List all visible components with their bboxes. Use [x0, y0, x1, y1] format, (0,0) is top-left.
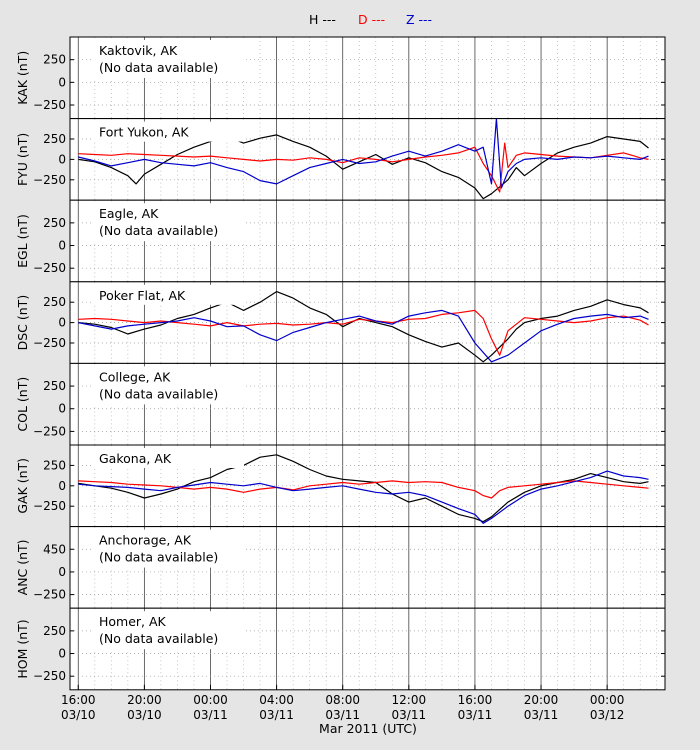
- station-label-box: [94, 448, 244, 468]
- y-tick-label: 0: [58, 479, 66, 493]
- series-h: [78, 291, 649, 363]
- panel-kak: 250 0 −250 Kaktovik, AK (No data available) K…: [15, 36, 666, 120]
- x-tick-date: 03/12: [590, 708, 625, 722]
- y-axis-label: EGL (nT): [15, 214, 30, 268]
- panel-fyu: 250 0 −250 Fort Yukon, AK FYU (nT): [15, 118, 666, 201]
- panel-anc: 450 0 −250 Anchorage, AK (No data available)…: [15, 526, 666, 609]
- y-tick-label: 250: [43, 53, 66, 67]
- station-name: Eagle, AK: [99, 206, 159, 221]
- station-note: (No data available): [99, 386, 218, 401]
- station-name: Homer, AK: [99, 614, 167, 629]
- x-tick-date: 03/10: [61, 708, 96, 722]
- y-axis-label: DSC (nT): [15, 295, 30, 351]
- x-tick-date: 03/11: [325, 708, 360, 722]
- station-name: Kaktovik, AK: [99, 43, 178, 58]
- station-note: (No data available): [99, 631, 218, 646]
- y-tick-label: 250: [43, 216, 66, 230]
- series-d: [78, 480, 649, 499]
- x-tick-date: 03/11: [193, 708, 228, 722]
- y-tick-label: −250: [33, 424, 66, 438]
- x-axis: 16:0003/1020:0003/1000:0003/1104:0003/11…: [61, 684, 625, 722]
- x-tick-time: 16:00: [61, 693, 96, 707]
- y-tick-label: 0: [58, 316, 66, 330]
- y-tick-label: −250: [33, 98, 66, 112]
- legend-label-h: H ---: [309, 12, 336, 27]
- panel-egl: 250 0 −250 Eagle, AK (No data available) EGL …: [15, 199, 666, 283]
- y-tick-label: 250: [43, 295, 66, 309]
- y-axis-label: COL (nT): [15, 377, 30, 432]
- y-tick-label: −250: [33, 669, 66, 683]
- panel-gak: 250 0 −250 Gakona, AK GAK (nT): [15, 444, 666, 528]
- y-tick-label: 0: [58, 75, 66, 89]
- y-tick-label: 250: [43, 624, 66, 638]
- x-tick-date: 03/11: [392, 708, 427, 722]
- y-tick-label: 450: [43, 542, 66, 556]
- legend: H --- D --- Z ---: [309, 12, 432, 27]
- y-axis-label: ANC (nT): [15, 539, 30, 595]
- station-label-box: [94, 611, 244, 650]
- series-h: [78, 134, 649, 200]
- x-tick-time: 04:00: [259, 693, 294, 707]
- station-note: (No data available): [99, 60, 218, 75]
- y-tick-label: −250: [33, 173, 66, 187]
- station-name: Fort Yukon, AK: [99, 125, 189, 140]
- x-tick-date: 03/11: [259, 708, 294, 722]
- panel-col: 250 0 −250 College, AK (No data available) CO…: [15, 362, 666, 446]
- x-tick-date: 03/11: [524, 708, 559, 722]
- x-tick-date: 03/10: [127, 708, 162, 722]
- x-tick-time: 16:00: [458, 693, 493, 707]
- series-z: [78, 309, 649, 363]
- x-tick-time: 20:00: [524, 693, 559, 707]
- series-d: [78, 309, 649, 356]
- y-tick-label: 250: [43, 379, 66, 393]
- legend-label-d: D ---: [358, 12, 385, 27]
- y-axis-label: HOM (nT): [15, 619, 30, 678]
- y-tick-label: 250: [43, 458, 66, 472]
- station-note: (No data available): [99, 550, 218, 565]
- x-tick-time: 12:00: [392, 693, 427, 707]
- station-label-box: [94, 203, 244, 242]
- panel-hom: 250 0 −250 Homer, AK (No data available) HOM …: [15, 607, 666, 691]
- y-tick-label: 0: [58, 239, 66, 253]
- station-label-box: [94, 366, 244, 405]
- panels: 250 0 −250 Kaktovik, AK (No data available) K…: [15, 36, 666, 691]
- y-tick-label: −250: [33, 336, 66, 350]
- panel-dsc: 250 0 −250 Poker Flat, AK DSC (nT): [15, 281, 666, 364]
- y-axis-label: KAK (nT): [15, 51, 30, 105]
- station-label-box: [94, 40, 244, 78]
- x-tick-time: 00:00: [193, 693, 228, 707]
- legend-label-z: Z ---: [406, 12, 432, 27]
- station-name: Gakona, AK: [99, 451, 172, 466]
- series-z: [78, 118, 649, 189]
- y-tick-label: −250: [33, 499, 66, 513]
- y-tick-label: 250: [43, 132, 66, 146]
- y-axis-label: GAK (nT): [15, 458, 30, 514]
- y-tick-label: 0: [58, 565, 66, 579]
- y-tick-label: 0: [58, 402, 66, 416]
- x-tick-time: 08:00: [325, 693, 360, 707]
- station-label-box: [94, 121, 244, 142]
- station-name: Anchorage, AK: [99, 533, 192, 548]
- y-tick-label: 0: [58, 647, 66, 661]
- y-axis-label: FYU (nT): [15, 133, 30, 186]
- y-tick-label: −250: [33, 261, 66, 275]
- series-z: [78, 470, 649, 524]
- panel-frame: [69, 607, 666, 691]
- station-name: College, AK: [99, 369, 171, 384]
- x-tick-date: 03/11: [458, 708, 493, 722]
- station-name: Poker Flat, AK: [99, 288, 186, 303]
- y-tick-label: −250: [33, 588, 66, 602]
- x-tick-time: 00:00: [590, 693, 625, 707]
- x-tick-time: 20:00: [127, 693, 162, 707]
- y-tick-label: 0: [58, 152, 66, 166]
- station-label-box: [94, 284, 244, 305]
- series-d: [78, 142, 649, 193]
- station-label-box: [94, 529, 244, 568]
- x-axis-label: Mar 2011 (UTC): [319, 721, 417, 736]
- station-note: (No data available): [99, 223, 218, 238]
